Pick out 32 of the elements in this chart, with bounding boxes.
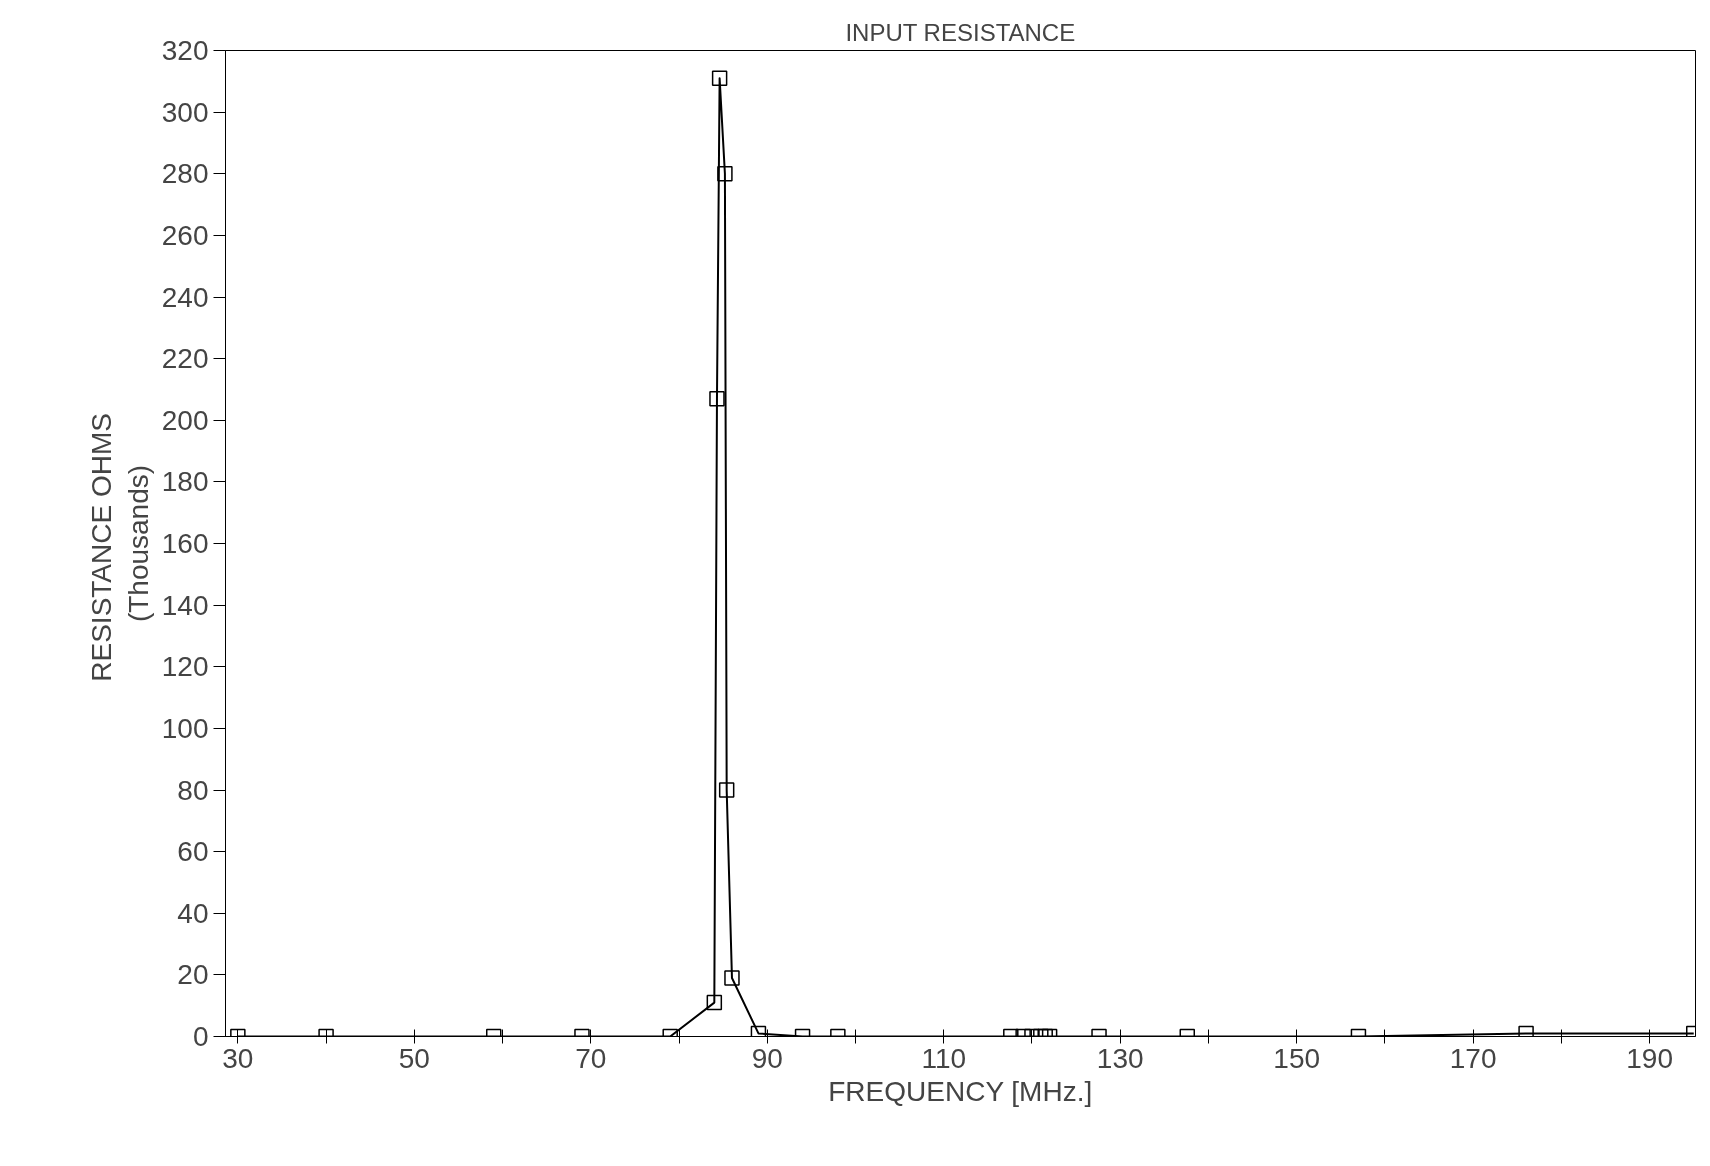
x-tick-label: 130 (1096, 1042, 1144, 1074)
y-tick-label: 200 (161, 404, 209, 436)
y-tick-label: 20 (177, 959, 209, 991)
y-tick-label: 180 (161, 466, 209, 498)
y-tick-label: 300 (161, 96, 209, 128)
y-tick-label: 220 (161, 343, 209, 375)
x-tick-label: 150 (1273, 1042, 1321, 1074)
y-tick-label: 140 (161, 589, 209, 621)
point (711, 70, 728, 86)
y-tick-label: 40 (177, 897, 209, 929)
chart-title: INPUT RESISTANCE (845, 18, 1076, 46)
y-tick-label: 240 (161, 281, 209, 313)
y-tick-label: 60 (177, 836, 209, 868)
y-tick-label: 260 (161, 219, 209, 251)
x-tick-label: 90 (751, 1042, 783, 1074)
x-tick-label: 70 (575, 1042, 607, 1074)
x-tick-label: 50 (398, 1042, 430, 1074)
y-tick-label: 100 (161, 712, 209, 744)
x-tick-label: 190 (1626, 1042, 1673, 1074)
y-tick-label: 0 (192, 1021, 209, 1052)
point (709, 390, 725, 407)
x-tick-label: 170 (1449, 1042, 1497, 1074)
y-tick-label: 280 (161, 158, 209, 190)
y-tick-label: 160 (161, 528, 209, 559)
y-tick-label: 120 (161, 651, 209, 683)
point (717, 166, 733, 182)
x-axis-title: FREQUENCY [MHz.] (828, 1075, 1093, 1107)
y-tick-label: 80 (177, 774, 209, 806)
y-axis-title: RESISTANCE OHMS (Thousands) (85, 413, 154, 682)
x-tick-label: 110 (921, 1042, 967, 1074)
y-tick-label: 320 (161, 35, 209, 66)
x-tick-label: 30 (222, 1042, 254, 1074)
